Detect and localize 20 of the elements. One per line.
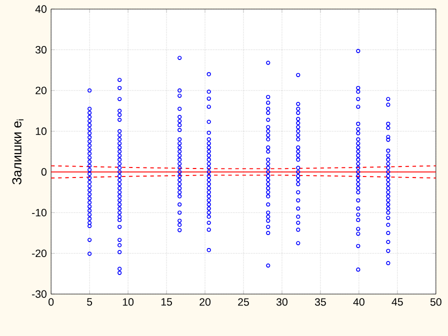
x-tick-label: 10 xyxy=(122,298,134,306)
x-tick-label: 35 xyxy=(314,298,326,306)
y-tick-label: -10 xyxy=(32,208,47,216)
x-tick-label: 5 xyxy=(87,298,92,306)
y-tick-label: 30 xyxy=(36,46,47,54)
y-tick-label: 20 xyxy=(36,86,47,94)
y-tick-label: 0 xyxy=(41,168,47,176)
y-axis-title: Залишки e$_{i}$ xyxy=(12,119,24,184)
x-tick-label: 45 xyxy=(392,298,403,306)
x-tick-label: 0 xyxy=(48,298,54,306)
x-tick-label: 25 xyxy=(238,298,249,306)
y-tick-label: 10 xyxy=(36,127,47,135)
y-tick-label: 40 xyxy=(35,5,47,13)
x-tick-label: 30 xyxy=(276,298,288,306)
x-tick-label: 20 xyxy=(200,298,211,306)
x-tick-label: 15 xyxy=(161,298,172,306)
x-tick-label: 50 xyxy=(430,298,442,306)
y-tick-label: -30 xyxy=(32,290,47,298)
y-tick-label: -20 xyxy=(32,250,47,258)
x-tick-label: 40 xyxy=(353,298,364,306)
